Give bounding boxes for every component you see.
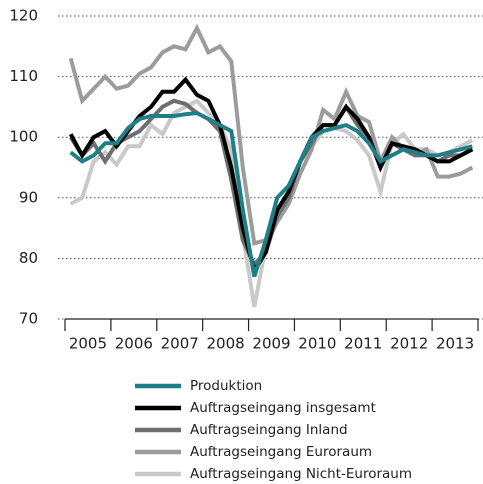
y-tick-label: 100	[9, 128, 38, 146]
legend-label: Auftragseingang Inland	[190, 422, 348, 438]
x-tick-label: 2010	[298, 335, 336, 353]
legend-label: Auftragseingang insgesamt	[190, 400, 376, 416]
x-tick-label: 2012	[390, 335, 428, 353]
x-tick-label: 2011	[344, 335, 382, 353]
x-tick-label: 2005	[69, 335, 107, 353]
y-tick-label: 110	[9, 67, 38, 85]
series-line	[69, 98, 474, 308]
y-tick-label: 120	[9, 7, 38, 25]
legend-label: Auftragseingang Nicht-Euroraum	[190, 466, 412, 482]
series-line	[69, 110, 473, 278]
x-tick-label: 2008	[207, 335, 245, 353]
y-tick-label: 90	[19, 188, 38, 206]
x-tick-label: 2006	[115, 335, 153, 353]
y-tick-label: 80	[19, 249, 38, 267]
y-tick-label: 70	[19, 310, 38, 328]
x-tick-label: 2007	[161, 335, 199, 353]
series-line	[68, 76, 474, 276]
x-tick-label: 2009	[252, 335, 290, 353]
x-tick-label: 2013	[436, 335, 474, 353]
legend-label: Produktion	[190, 378, 262, 394]
legend-label: Auftragseingang Euroraum	[190, 444, 372, 460]
